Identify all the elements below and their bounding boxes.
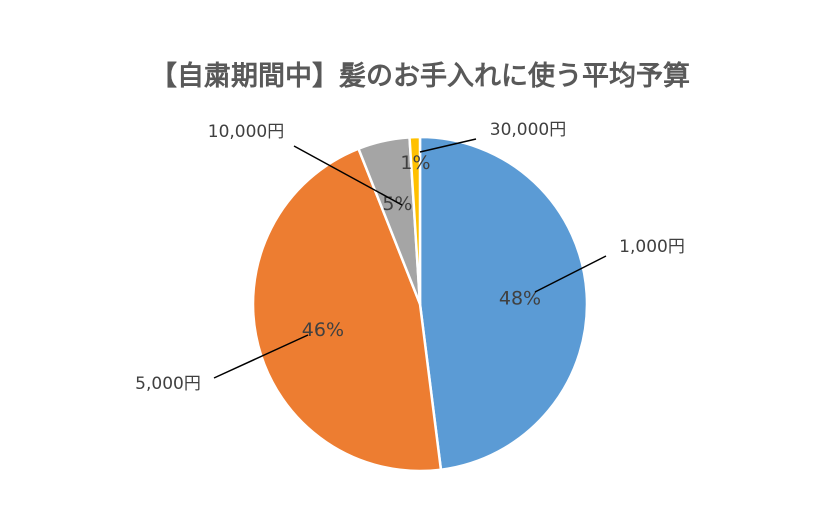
pie-slice-2 [251,147,443,473]
category-label-3: 10,000円 [208,122,284,142]
category-label-2: 5,000円 [135,374,201,394]
slice-value-label-2: 46% [302,319,344,341]
pie-slice-1 [418,135,589,472]
leader-line-3 [293,145,403,206]
leader-line-4 [419,138,477,153]
pie-slice-4 [408,135,422,305]
slice-value-label-1: 48% [499,288,541,310]
pie-slices [251,135,589,473]
leader-line-1 [534,255,607,293]
leader-line-2 [213,334,309,379]
category-label-1: 1,000円 [619,237,685,257]
slice-value-label-4: 1% [400,152,430,174]
chart-title: 【自粛期間中】髪のお手入れに使う平均予算 [150,61,690,92]
category-label-4: 30,000円 [490,120,566,140]
